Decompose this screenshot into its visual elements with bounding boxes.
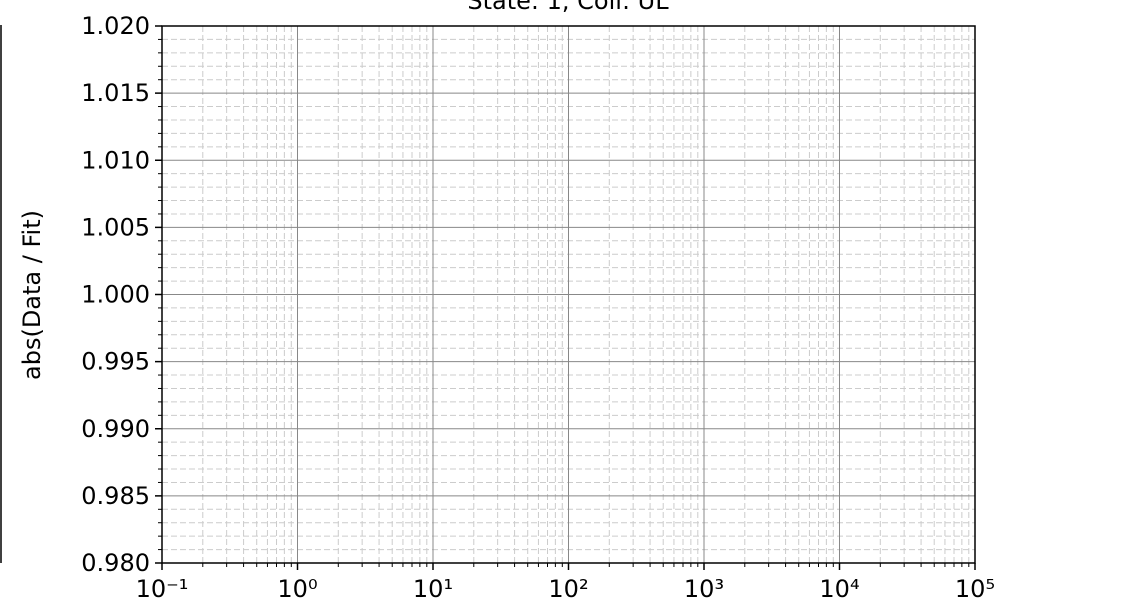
y-tick-label: 1.020 — [81, 12, 150, 40]
y-tick-label: 1.005 — [81, 213, 150, 241]
y-tick-label: 0.980 — [81, 549, 150, 577]
y-tick-label: 0.995 — [81, 348, 150, 376]
y-axis-label: abs(Data / Fit) — [18, 210, 46, 380]
x-tick-label: 10² — [548, 575, 588, 603]
x-tick-label: 10³ — [684, 575, 724, 603]
x-tick-label: 10⁻¹ — [136, 575, 189, 603]
y-tick-label: 0.985 — [81, 482, 150, 510]
y-tick-label: 0.990 — [81, 415, 150, 443]
x-tick-label: 10⁴ — [819, 575, 859, 603]
y-tick-label: 1.000 — [81, 281, 150, 309]
x-tick-label: 10⁰ — [277, 575, 317, 603]
plot-frame — [161, 25, 976, 564]
x-tick-label: 10⁵ — [955, 575, 995, 603]
y-tick-label: 1.010 — [81, 146, 150, 174]
y-tick-label: 1.015 — [81, 79, 150, 107]
x-tick-label: 10¹ — [413, 575, 453, 603]
chart-title: State: 1, Coil: UL — [467, 0, 669, 15]
